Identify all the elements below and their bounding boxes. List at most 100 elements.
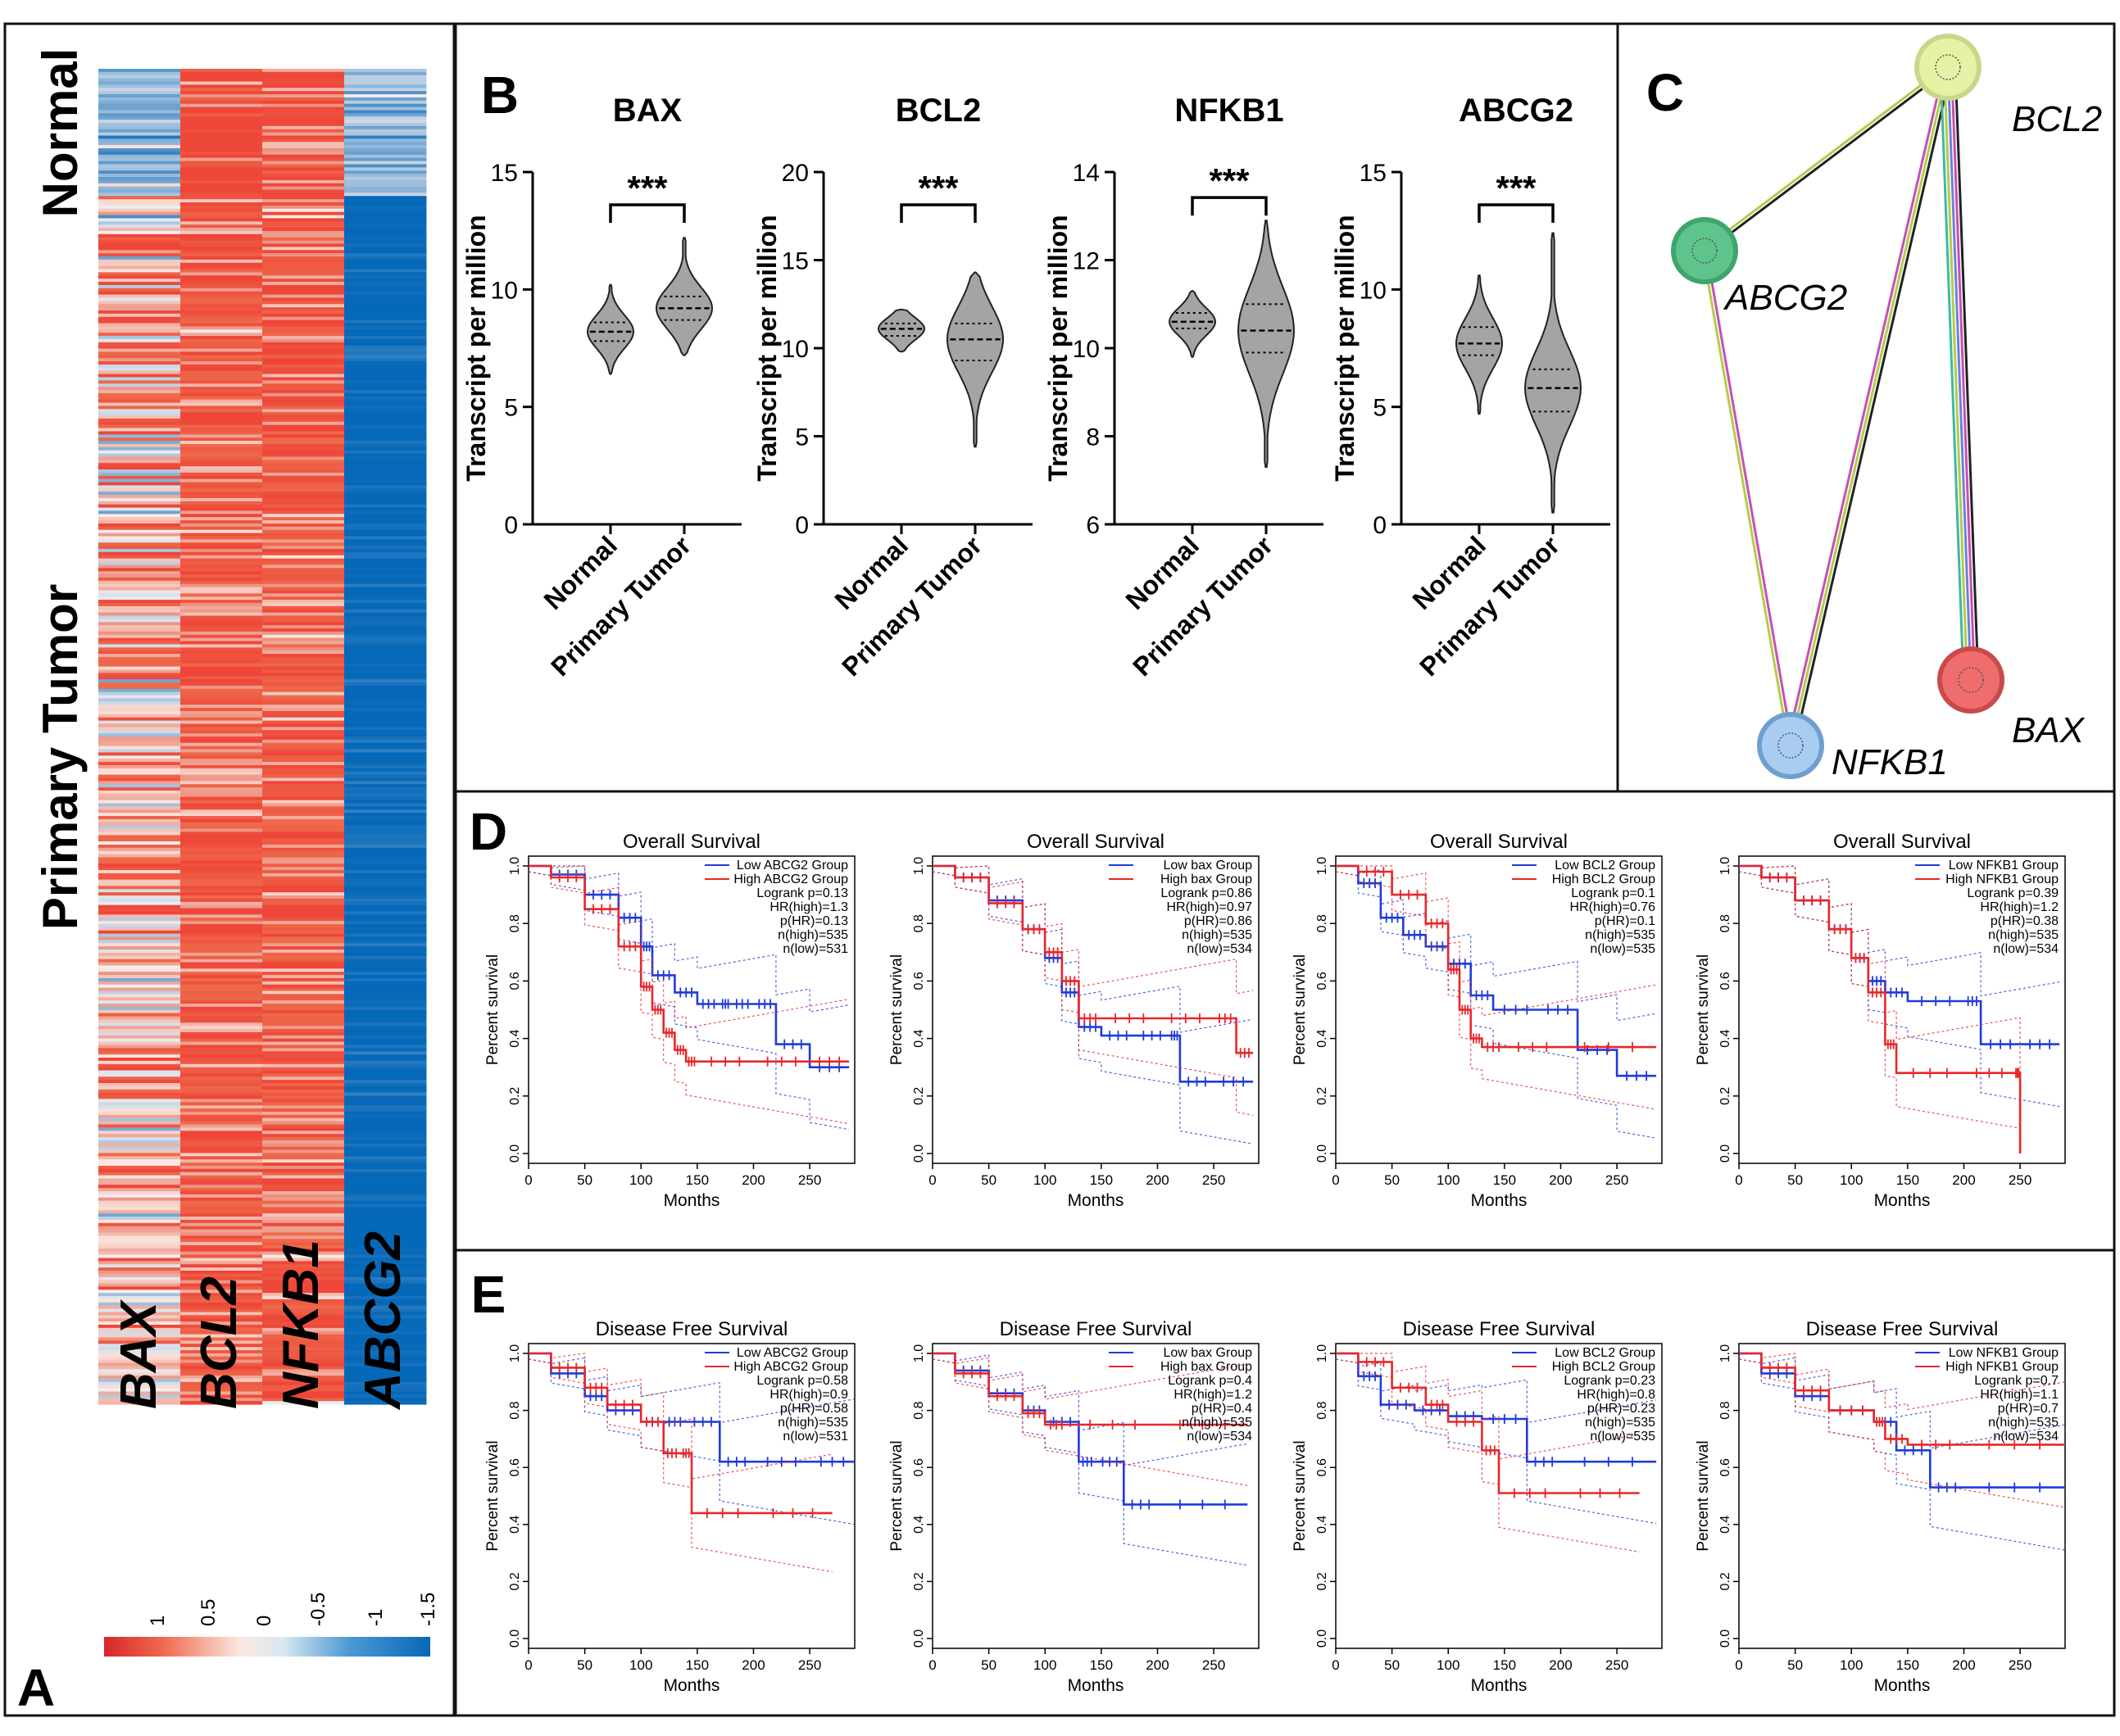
heatmap-cell [344,536,427,540]
heatmap-cell [180,1353,263,1358]
heatmap-cell [98,1156,181,1160]
heatmap-cell [344,546,427,550]
heatmap-cell [98,933,181,938]
network-node-bax: BAX [1937,646,2086,750]
heatmap-cell [180,777,263,782]
km-stat-text: n(low)=531 [783,942,848,956]
heatmap-cell [98,555,181,560]
heatmap-cell [262,456,345,460]
violin-shape [586,283,635,375]
heatmap-cell [180,1041,263,1046]
heatmap-cell [262,1048,345,1052]
heatmap-cell [98,936,181,941]
heatmap-cell [262,193,345,197]
heatmap-cell [344,564,427,569]
heatmap-cell [344,972,427,976]
heatmap-cell [344,574,427,578]
heatmap-cell [98,1356,181,1361]
heatmap-cell [98,676,181,680]
heatmap-cell [98,100,181,105]
heatmap-cell [262,358,345,362]
heatmap-cell [344,1283,427,1288]
heatmap-cell [344,818,427,823]
heatmap-cell [344,714,427,718]
heatmap-cell [98,923,181,928]
heatmap-cell [98,1324,181,1329]
km-y-tick-label: 0.2 [1718,1572,1732,1590]
heatmap-cell [262,854,345,859]
heatmap-cell [180,1299,263,1303]
heatmap-cell [344,539,427,543]
heatmap-cell [262,564,345,569]
heatmap-cell [180,1188,263,1192]
heatmap-cell [344,1054,427,1058]
heatmap-cell [262,221,345,225]
km-confidence-band [528,1358,856,1525]
heatmap-cell [262,428,345,433]
heatmap-cell [344,348,427,353]
heatmap-cell [262,882,345,887]
heatmap-cell [344,392,427,397]
heatmap-cell [98,1181,181,1185]
heatmap-cell [344,1063,427,1068]
heatmap-cell [344,946,427,950]
heatmap-cell [344,1381,427,1386]
heatmap-cell [98,1019,181,1023]
heatmap-cell [98,876,181,881]
heatmap-cell [98,88,181,92]
heatmap-cell [262,710,345,715]
heatmap-cell [180,911,263,915]
km-survival-curve [933,864,1254,1054]
heatmap-cell [98,1077,181,1081]
heatmap-cell [262,647,345,651]
heatmap-cell [262,921,345,925]
heatmap-cell [344,987,427,992]
heatmap-cell [180,275,263,279]
km-legend-label: Low NFKB1 Group [1949,859,2059,873]
km-x-label: Months [664,1676,720,1695]
heatmap-cell [262,1356,345,1361]
heatmap-cell [180,1321,263,1326]
heatmap-cell [344,1273,427,1278]
km-y-tick-label: 0.8 [508,914,522,932]
heatmap-cell [344,110,427,114]
heatmap-cell [344,850,427,855]
heatmap-cell [344,186,427,191]
heatmap-cell [98,832,181,836]
heatmap-cell [344,882,427,887]
heatmap-cell [262,316,345,321]
heatmap-cell [344,1394,427,1398]
heatmap-cell [180,1009,263,1014]
heatmap-cell [262,91,345,95]
heatmap-cell [344,1026,427,1030]
heatmap-cell [98,472,181,477]
violin-y-label: Transcript per million [1043,215,1073,481]
heatmap-cell [180,946,263,950]
heatmap-cell [98,605,181,610]
heatmap-cell [180,590,263,594]
heatmap-cell [344,1105,427,1109]
heatmap-cell [98,1290,181,1294]
heatmap-cell [262,523,345,528]
heatmap-cell [344,1286,427,1290]
heatmap-cell [98,1190,181,1195]
km-survival-curve [1336,1352,1640,1494]
heatmap-cell [98,71,181,76]
heatmap-cell [98,568,181,572]
heatmap-cell [344,867,427,871]
heatmap-cell [98,790,181,795]
heatmap-cell [98,583,181,588]
heatmap-cell [98,485,181,489]
heatmap-cell [344,901,427,906]
heatmap-cell [180,1362,263,1367]
heatmap-cell [180,358,263,362]
heatmap-cell [344,1267,427,1271]
heatmap-cell [344,685,427,690]
heatmap-cell [98,558,181,563]
heatmap-cell [180,1327,263,1332]
heatmap-cell [180,615,263,620]
heatmap-cell [180,355,263,359]
heatmap-cell [98,737,181,741]
heatmap-cell [262,1009,345,1014]
heatmap-cell [180,972,263,976]
